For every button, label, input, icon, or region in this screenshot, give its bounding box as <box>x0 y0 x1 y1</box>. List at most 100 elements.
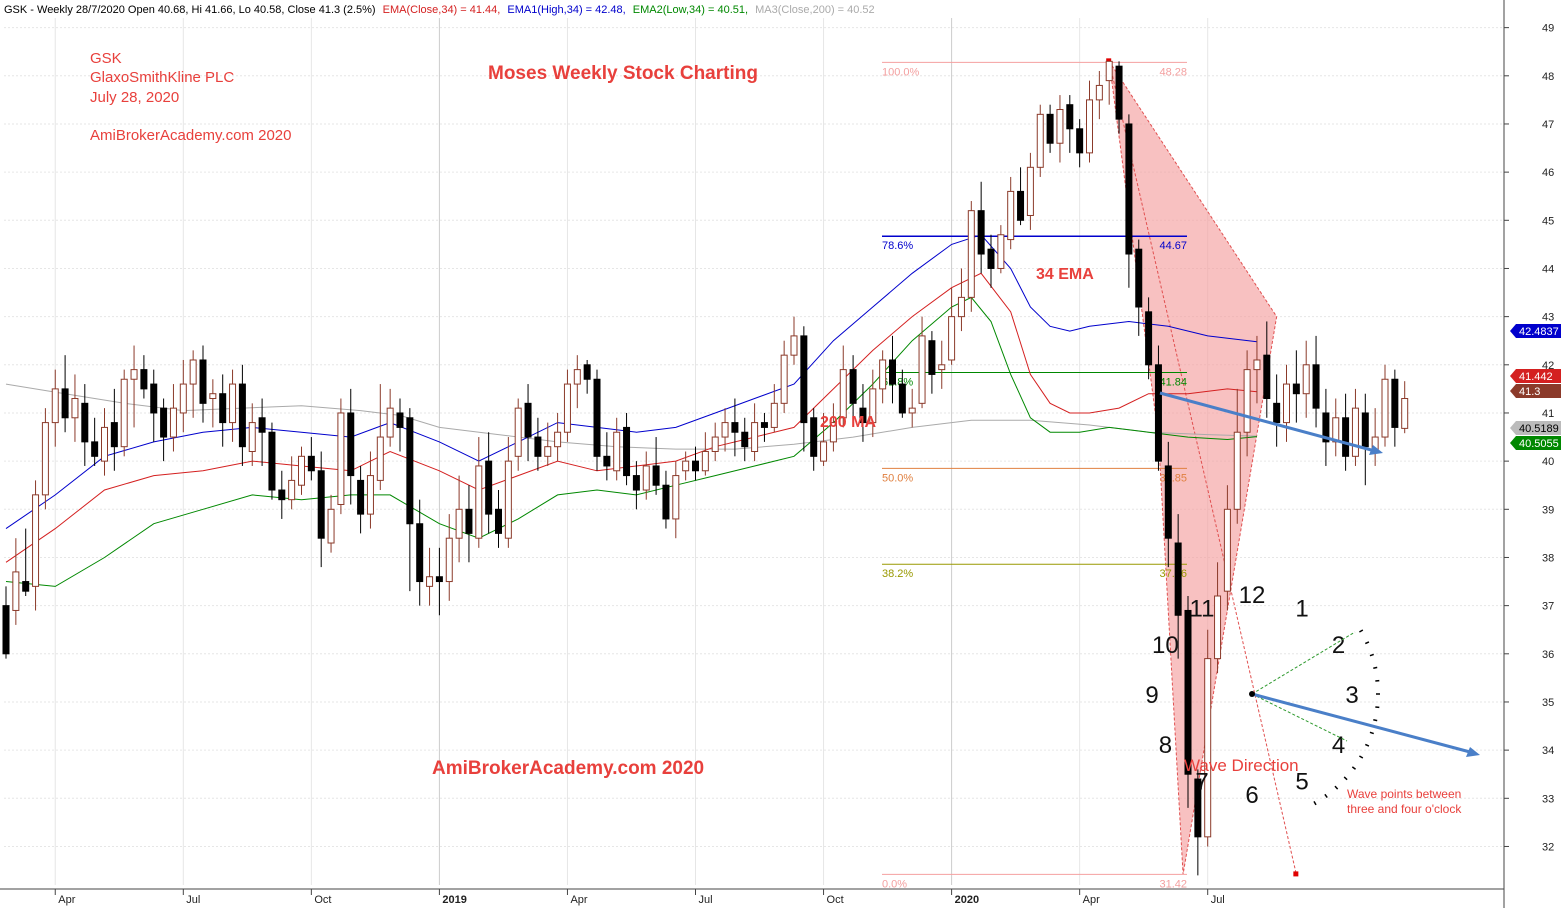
candle-down <box>81 402 89 443</box>
candle-down <box>1184 609 1192 775</box>
candle-up <box>1105 60 1113 82</box>
clock-tick <box>1364 743 1370 747</box>
candle-up <box>820 441 828 462</box>
candle-up <box>366 475 374 515</box>
candle-up <box>1381 378 1389 438</box>
candle-up <box>1243 369 1251 433</box>
y-tick-label: 34 <box>1542 745 1554 757</box>
fib-pct-label: 78.6% <box>882 240 913 252</box>
clock-numeral: 2 <box>1332 632 1345 659</box>
candle-down <box>485 460 493 515</box>
label-200-ma: 200 MA <box>820 414 876 431</box>
candle-up <box>71 398 79 419</box>
clock-tick <box>1334 785 1339 790</box>
candle-up <box>967 210 975 298</box>
candle-up <box>1007 190 1015 241</box>
candle-down <box>760 422 768 428</box>
fib-anchor-bottom <box>1293 871 1299 877</box>
candle-down <box>1292 383 1300 395</box>
candle-up <box>514 407 522 457</box>
candle-up <box>1086 99 1093 154</box>
price-tag <box>1510 369 1561 383</box>
price-tag-label: 41.3 <box>1519 386 1540 398</box>
price-tag-label: 42.4837 <box>1519 326 1559 338</box>
candle-down <box>987 248 995 269</box>
candle-down <box>2 605 10 655</box>
clock-tick <box>1359 629 1364 633</box>
fib-pct-label: 38.2% <box>882 568 913 580</box>
candle-up <box>1056 109 1064 144</box>
candle-up <box>209 393 217 400</box>
candle-down <box>150 383 158 414</box>
candle-down <box>1135 248 1143 308</box>
candle-down <box>1194 778 1202 838</box>
candle-down <box>238 383 246 448</box>
candle-down <box>91 441 99 457</box>
candle-down <box>800 335 808 424</box>
clock-ticks <box>1313 629 1380 806</box>
candle-down <box>435 576 443 583</box>
candle-down <box>307 455 315 472</box>
candle-down <box>278 489 286 501</box>
candle-down <box>1322 412 1330 443</box>
candle-down <box>1046 113 1054 144</box>
candle-up <box>544 446 552 457</box>
y-tick-label: 49 <box>1542 23 1554 35</box>
candle-down <box>1361 412 1369 448</box>
y-tick-label: 47 <box>1542 119 1554 131</box>
candle-down <box>731 422 739 433</box>
candle-down <box>632 475 640 491</box>
candle-down <box>22 581 30 592</box>
price-tag-label: 40.5055 <box>1519 438 1559 450</box>
clock-center <box>1249 691 1255 697</box>
price-tag <box>1510 421 1561 435</box>
clock-numeral: 7 <box>1195 769 1208 796</box>
x-tick-label: Apr <box>1083 894 1100 906</box>
candle-up <box>997 234 1005 269</box>
candle-down <box>741 431 749 448</box>
clock-numeral: 12 <box>1239 582 1266 609</box>
candle-up <box>1204 658 1212 838</box>
candle-up <box>721 422 729 438</box>
candle-down <box>219 393 227 424</box>
note-company: GlaxoSmithKline PLC <box>90 69 234 86</box>
candle-up <box>1233 431 1241 510</box>
fib-trendline <box>1108 61 1297 875</box>
fib-pct-label: 0.0% <box>882 878 907 890</box>
candle-down <box>859 407 867 424</box>
candle-down <box>1125 123 1133 255</box>
y-tick-label: 36 <box>1542 649 1554 661</box>
wave-note-line1: Wave points between <box>1347 787 1461 801</box>
y-tick-label: 37 <box>1542 601 1554 613</box>
price-tag <box>1510 384 1561 398</box>
candle-up <box>711 436 719 452</box>
price-tag-label: 40.5189 <box>1519 423 1559 435</box>
label-34-ema: 34 EMA <box>1036 266 1094 283</box>
y-tick-label: 40 <box>1542 456 1554 468</box>
candle-up <box>790 335 798 356</box>
candle-down <box>977 210 985 255</box>
candle-up <box>948 316 956 361</box>
fib-pct-label: 50.0% <box>882 472 913 484</box>
candle-up <box>169 407 177 438</box>
y-tick-label: 41 <box>1542 408 1554 420</box>
candle-up <box>455 508 463 539</box>
clock-tick <box>1369 653 1374 657</box>
clock-numeral: 3 <box>1345 682 1358 709</box>
candle-down <box>199 359 207 404</box>
candle-up <box>829 422 837 443</box>
x-tick-label: Oct <box>314 894 331 906</box>
candle-down <box>603 455 611 467</box>
candle-up <box>1332 417 1340 443</box>
candle-up <box>189 359 197 385</box>
candle-up <box>642 465 650 491</box>
candle-up <box>337 412 345 505</box>
chart-title: Moses Weekly Stock Charting <box>488 63 758 84</box>
clock-numeral: 8 <box>1159 732 1172 759</box>
price-tag <box>1510 436 1561 450</box>
candle-up <box>908 407 916 414</box>
candle-down <box>1066 104 1074 130</box>
x-tick-label: Jul <box>186 894 200 906</box>
